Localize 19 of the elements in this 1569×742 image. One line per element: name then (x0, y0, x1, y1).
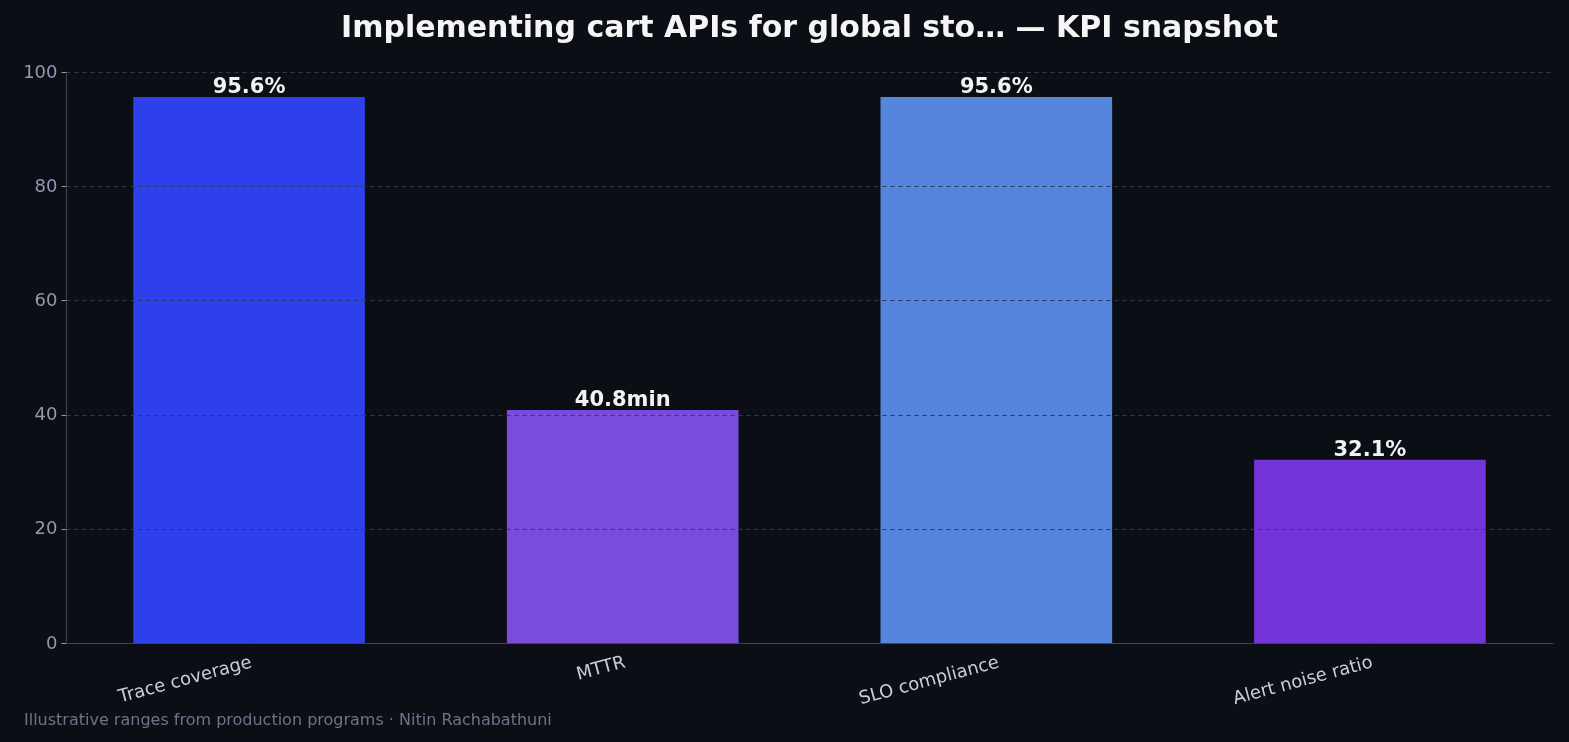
data-label: 95.6% (212, 74, 286, 99)
x-tick-label: Alert noise ratio (1230, 650, 1375, 709)
y-tick-label: 60 (34, 288, 58, 310)
data-label: 40.8min (574, 387, 671, 412)
x-tick-label: Trace coverage (114, 650, 254, 707)
y-tick-label: 0 (46, 631, 58, 653)
data-label: 95.6% (959, 74, 1033, 99)
bar (880, 97, 1113, 643)
bar (133, 97, 365, 643)
chart-title: Implementing cart APIs for global sto… — KPI snapshot (340, 9, 1279, 44)
y-tick-label: 40 (34, 403, 58, 425)
y-tick-label: 100 (23, 60, 58, 82)
bar (506, 410, 739, 643)
x-tick-label: MTTR (573, 650, 628, 684)
text: Illustrative ranges from production programs · Nitin Rachabathuni (24, 710, 552, 729)
bar (1254, 459, 1486, 643)
data-label: 32.1% (1333, 436, 1407, 461)
y-tick-label: 80 (34, 174, 58, 196)
y-tick-label: 20 (34, 517, 58, 539)
